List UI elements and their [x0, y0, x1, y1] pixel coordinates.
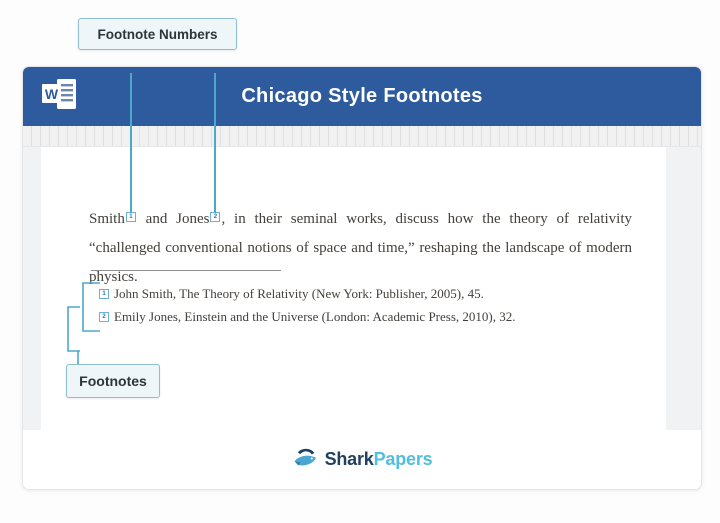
- body-paragraph: Smith 1 and Jones 2, in their seminal work…: [89, 73, 632, 292]
- svg-text:W: W: [45, 86, 59, 102]
- footnote-ref-number-2: 2: [213, 214, 218, 220]
- callout-footnote-numbers-label: Footnote Numbers: [97, 26, 218, 42]
- ruler: [23, 126, 701, 147]
- paragraph-text: Smith: [89, 211, 125, 227]
- footnote-text-1: John Smith, The Theory of Relativity (Ne…: [114, 286, 484, 301]
- footnote-ref-1: 1: [125, 73, 136, 222]
- brand-wordmark: SharkPapers: [325, 449, 433, 470]
- callout-footnote-numbers: Footnote Numbers: [78, 18, 237, 50]
- footnote-number-1: 1: [102, 291, 106, 297]
- window-header: W Chicago Style Footnotes: [23, 67, 701, 126]
- footnote-entry-2: 2 Emily Jones, Einstein and the Universe …: [99, 308, 515, 326]
- footnote-number-badge-1: 1: [99, 289, 109, 299]
- document-window: W Chicago Style Footnotes Smith 1 and Jon…: [22, 66, 702, 490]
- callout-leader-line-2: [214, 73, 217, 213]
- shark-icon: [292, 444, 319, 476]
- paragraph-text: , in their seminal works, discuss how th…: [89, 211, 632, 285]
- footnote-number-badge-2: 2: [99, 312, 109, 322]
- document-page: Smith 1 and Jones 2, in their seminal work…: [41, 73, 666, 430]
- footnote-text-2: Emily Jones, Einstein and the Universe (…: [114, 309, 516, 324]
- callout-bracket: [67, 282, 100, 365]
- footnote-entry-1: 1 John Smith, The Theory of Relativity (N…: [99, 285, 484, 303]
- callout-leader-line-1: [129, 73, 132, 213]
- word-icon: W: [37, 76, 83, 121]
- window-footer: SharkPapers: [23, 430, 701, 489]
- paragraph-text: and Jones: [136, 211, 210, 227]
- brand-part-shark: Shark: [324, 449, 374, 469]
- callout-footnotes-label: Footnotes: [79, 373, 147, 389]
- brand-part-papers: Papers: [373, 449, 433, 469]
- callout-footnotes: Footnotes: [66, 364, 160, 398]
- footnote-number-2: 2: [102, 314, 106, 320]
- window-title: Chicago Style Footnotes: [241, 85, 483, 107]
- footnote-separator: [91, 270, 281, 271]
- footnote-ref-2: 2: [210, 73, 221, 222]
- brand-logo: SharkPapers: [292, 444, 433, 476]
- footnote-ref-number-1: 1: [129, 214, 133, 220]
